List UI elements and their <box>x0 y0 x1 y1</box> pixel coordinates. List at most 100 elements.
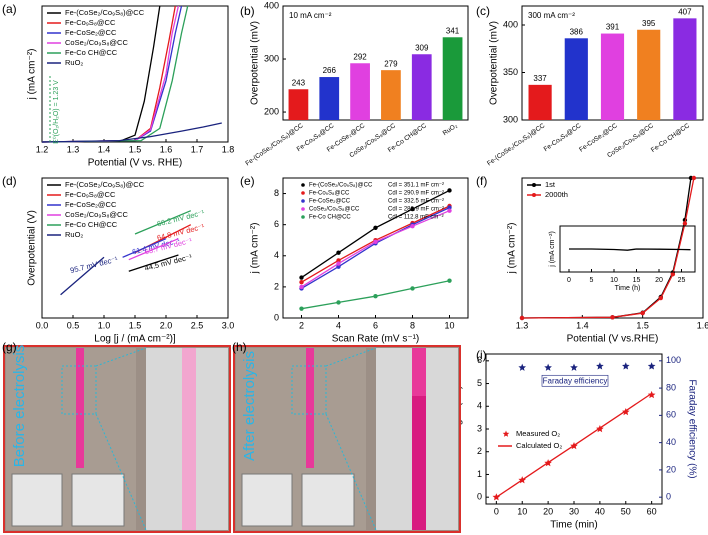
point <box>519 315 525 321</box>
annotation: E⁰(O₂/H₂O) = 1.23 V <box>52 80 60 144</box>
panel-label: (h) <box>232 340 247 354</box>
series-line <box>521 177 692 319</box>
x-tick-label: 50 <box>621 506 631 516</box>
point <box>373 239 378 244</box>
panel-label: (e) <box>240 174 255 188</box>
legend-label: Fe-CoSe₂@CC <box>65 200 117 209</box>
x-tick-label: 5 <box>590 277 594 284</box>
series-label: Faraday efficiency <box>543 376 608 385</box>
point <box>447 208 452 213</box>
photo-caption: After electrolysis <box>241 351 258 461</box>
y-axis-label: j (mA cm⁻²) <box>507 223 518 275</box>
beaker-right <box>71 473 125 527</box>
zoom-line <box>325 347 377 367</box>
x-tick-label: 1.5 <box>129 144 142 154</box>
y2-tick-label: 80 <box>666 382 676 392</box>
x-tick-label: 20 <box>655 277 663 284</box>
bar <box>442 37 463 120</box>
x-axis-label: Log [j / (mA cm⁻²)] <box>94 334 176 345</box>
point <box>410 286 415 291</box>
y-axis-label: Overpotential (mV) <box>250 21 261 105</box>
legend-label: 2000th <box>545 190 568 199</box>
x-tick-label: 1.4 <box>98 144 111 154</box>
y-tick-label: 300 <box>264 53 279 63</box>
y2-tick-label: 60 <box>666 410 676 420</box>
panel-label: (a) <box>2 2 17 16</box>
legend-label: Fe-Co CH@CC <box>65 48 118 57</box>
x-tick-label: 0.0 <box>36 320 49 330</box>
bar-value-label: 266 <box>323 66 337 75</box>
point <box>622 362 630 370</box>
x-tick-label: 1.5 <box>129 320 142 330</box>
point <box>373 294 378 299</box>
x-axis-label: Time (h) <box>615 285 641 292</box>
legend-label: CoSe₂/Co₉S₈@CC <box>65 210 128 219</box>
panel-label: (d) <box>2 174 17 188</box>
point <box>610 315 615 320</box>
legend-cdl: Cdl = 286.9 mF cm⁻² <box>388 207 444 213</box>
x-tick-label: 6 <box>373 320 378 330</box>
point <box>691 175 697 181</box>
legend-label: Fe-CoSe₂@CC <box>65 28 117 37</box>
y-axis-label: Overpotential (V) <box>27 210 38 286</box>
x-tick-label: 2.0 <box>160 320 173 330</box>
legend-marker <box>532 193 536 197</box>
x-tick-label: 1.3 <box>67 144 80 154</box>
y2-axis-label: Faraday efficiency (%) <box>686 379 697 478</box>
zoom-box <box>291 365 327 415</box>
bar-value-label: 279 <box>384 59 398 68</box>
x-tick-label: 40 <box>595 506 605 516</box>
tube <box>306 348 314 468</box>
category-label: RuO₂ <box>442 122 459 137</box>
legend-label: Fe-(CoSe₂/Co₉S₈)@CC <box>65 8 145 17</box>
bar-value-label: 341 <box>446 26 460 35</box>
x-tick-label: 2 <box>299 320 304 330</box>
x-tick-label: 1.3 <box>516 320 529 330</box>
x-tick-label: 8 <box>410 320 415 330</box>
y-tick-label: 4 <box>477 401 482 411</box>
series-line <box>41 122 222 143</box>
y-tick-label: 0 <box>477 492 482 502</box>
zoom-line <box>95 413 147 531</box>
tube-zoom-fill <box>412 396 426 530</box>
legend-marker <box>301 207 305 211</box>
x-axis-label: Potential (V vs.RHE) <box>567 334 659 345</box>
legend-label: Fe-(CoSe₂/Co₉S₈)@CC <box>65 180 145 189</box>
legend-label: Calculated O₂ <box>516 441 562 450</box>
point <box>518 363 526 371</box>
x-tick-label: 1.0 <box>98 320 111 330</box>
legend-marker <box>301 183 305 187</box>
y2-tick-label: 100 <box>666 355 681 365</box>
x-tick-label: 30 <box>569 506 579 516</box>
y2-tick-label: 0 <box>666 492 671 502</box>
y-tick-label: 2 <box>477 446 482 456</box>
zoom-line <box>325 413 377 531</box>
bar-value-label: 395 <box>642 19 656 28</box>
point <box>336 264 341 269</box>
bar <box>637 29 661 120</box>
legend-label: Fe-(CoSe₂/Co₉S₈)@CC <box>309 183 373 189</box>
bar-value-label: 386 <box>570 27 584 36</box>
bar <box>600 33 625 120</box>
bar <box>350 63 370 120</box>
point <box>410 206 415 212</box>
point <box>596 362 604 370</box>
x-tick-label: 0 <box>567 277 571 284</box>
point <box>447 278 452 283</box>
legend-marker <box>301 199 305 203</box>
panel-label: (g) <box>2 340 17 354</box>
legend-marker <box>301 215 305 219</box>
legend-marker <box>301 191 305 195</box>
legend-label: RuO₂ <box>65 230 83 239</box>
category-label: Fe-(CoSe₂/Co₉S₈)@CC <box>244 122 304 167</box>
bar-value-label: 309 <box>415 43 429 52</box>
y-tick-label: 4 <box>274 250 279 260</box>
legend-label: Fe-Co₉S₈@CC <box>309 191 350 197</box>
series-line <box>41 5 189 143</box>
x-axis-label: Time (min) <box>550 520 597 531</box>
tube <box>76 348 84 468</box>
x-tick-label: 10 <box>517 506 527 516</box>
y-tick-label: 400 <box>264 0 279 10</box>
legend-label: CoSe₂/Co₉S₈@CC <box>65 38 128 47</box>
